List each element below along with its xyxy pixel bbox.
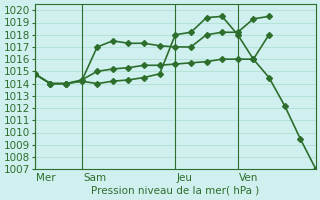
Text: Sam: Sam <box>83 173 106 183</box>
X-axis label: Pression niveau de la mer( hPa ): Pression niveau de la mer( hPa ) <box>91 186 260 196</box>
Text: Mer: Mer <box>36 173 56 183</box>
Text: Ven: Ven <box>239 173 259 183</box>
Text: Jeu: Jeu <box>177 173 193 183</box>
